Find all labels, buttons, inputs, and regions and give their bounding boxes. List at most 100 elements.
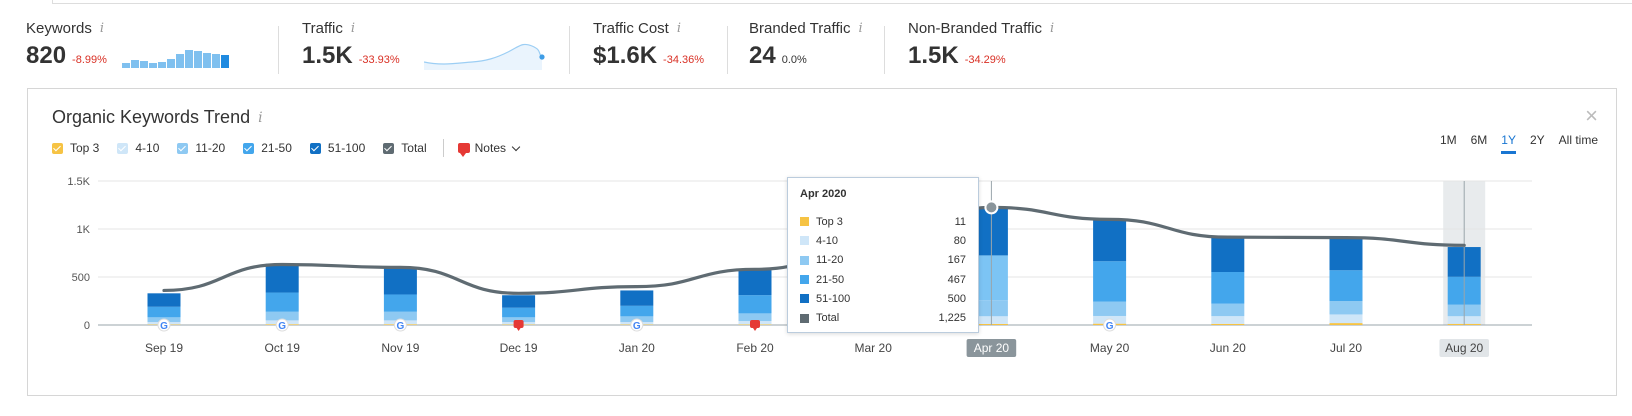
x-tick-label: Mar 20 (855, 341, 893, 355)
checkbox-icon[interactable] (117, 142, 129, 154)
organic-keywords-trend-panel: Organic Keywords Trend i × Top 3 4-10 11… (27, 88, 1617, 396)
kpi-branded-traffic[interactable]: Branded Traffic i 24 0.0% (749, 20, 863, 80)
kpi-label: Branded Traffic (749, 20, 851, 37)
tooltip-title: Apr 2020 (800, 188, 847, 200)
legend-label: Top 3 (70, 141, 100, 155)
x-tick-label: Feb 20 (736, 341, 774, 355)
note-marker-icon-tail (516, 328, 521, 331)
range-all-time[interactable]: All time (1558, 133, 1598, 147)
tooltip-row-name: 21-50 (816, 273, 845, 286)
tooltip-row-name: 4-10 (816, 234, 839, 247)
kpi-delta: -34.29% (964, 54, 1006, 66)
swatch (800, 217, 809, 227)
tooltip-row: 4-10 80 (800, 231, 966, 250)
checkbox-icon[interactable] (309, 142, 321, 154)
bar-segment (383, 311, 417, 321)
note-marker-icon (750, 320, 760, 328)
checkbox-icon[interactable] (383, 142, 395, 154)
tooltip-row-value: 1,225 (938, 312, 966, 325)
active-tab-edge (0, 0, 53, 4)
bar-segment (265, 311, 299, 321)
checkbox-icon[interactable] (52, 142, 63, 154)
legend-item-top3[interactable]: Top 3 (52, 141, 99, 155)
kpi-traffic-cost[interactable]: Traffic Cost i $1.6K -34.36% (593, 20, 704, 80)
info-icon[interactable]: i (858, 21, 863, 36)
kpi-value: 820 (26, 42, 67, 69)
checkbox-icon[interactable] (243, 142, 255, 154)
tooltip-row: Total 1,225 (800, 308, 966, 327)
range-6m[interactable]: 6M (1470, 133, 1488, 147)
x-tick-label: Jun 20 (1210, 341, 1246, 355)
swatch (800, 236, 809, 246)
legend-item-4-10[interactable]: 4-10 (117, 141, 159, 155)
bar-segment (1329, 270, 1363, 301)
notes-dropdown[interactable]: Notes (457, 141, 521, 157)
total-point-highlight (984, 200, 999, 215)
panel-title-text: Organic Keywords Trend (52, 107, 251, 127)
bar-segment (1329, 323, 1363, 325)
info-icon[interactable]: i (258, 109, 263, 126)
tooltip-row-name: 11-20 (816, 254, 844, 267)
tooltip-row-value: 500 (947, 292, 966, 305)
keywords-sparkline (122, 48, 229, 68)
bar-segment (502, 317, 536, 323)
bar-segment (620, 305, 654, 317)
kpi-label: Traffic Cost (593, 20, 669, 37)
kpi-divider (884, 26, 885, 74)
bar-segment (265, 263, 299, 293)
range-1m[interactable]: 1M (1439, 133, 1457, 147)
google-update-icon (157, 318, 171, 332)
kpi-value: 1.5K (302, 42, 353, 69)
note-icon (457, 143, 470, 157)
info-icon[interactable]: i (99, 21, 105, 36)
google-update-icon (275, 318, 289, 332)
checkbox-icon[interactable] (177, 142, 189, 154)
swatch (800, 294, 809, 304)
x-tick-label: Nov 19 (381, 341, 419, 355)
legend-divider (442, 139, 444, 157)
spark-bar (203, 53, 211, 68)
x-tick-label: May 20 (1090, 341, 1130, 355)
bar-segment (1211, 303, 1245, 317)
range-1y[interactable]: 1Y (1501, 133, 1516, 154)
info-icon[interactable]: i (676, 21, 682, 36)
swatch (800, 255, 809, 265)
kpi-non-branded-traffic[interactable]: Non-Branded Traffic i 1.5K -34.29% (908, 20, 1054, 80)
kpi-label: Keywords (26, 20, 92, 37)
x-tick-label: Jan 20 (619, 341, 655, 355)
spark-bar (212, 54, 220, 68)
legend-item-total[interactable]: Total (383, 141, 427, 155)
x-tick-label: Dec 19 (500, 341, 538, 355)
legend-item-21-50[interactable]: 21-50 (243, 141, 292, 155)
kpi-delta: -33.93% (358, 54, 400, 66)
spark-bar (158, 62, 166, 68)
legend-label: Total (401, 141, 427, 155)
top-tab-edge (0, 0, 1632, 4)
spark-bar (122, 63, 130, 68)
info-icon[interactable]: i (350, 21, 356, 36)
close-icon[interactable]: × (1585, 103, 1598, 128)
google-update-icon-glyph: G (397, 321, 405, 332)
bar-segment (502, 307, 536, 318)
kpi-keywords[interactable]: Keywords i 820 -8.99% (26, 20, 107, 80)
swatch (800, 275, 809, 285)
bar-segment (738, 295, 772, 314)
legend-item-51-100[interactable]: 51-100 (309, 141, 365, 155)
range-2y[interactable]: 2Y (1529, 133, 1545, 147)
traffic-sparkline (424, 43, 545, 70)
legend-label: 21-50 (261, 141, 292, 155)
swatch (800, 313, 809, 323)
google-update-icon (1103, 318, 1117, 332)
bar-segment (1093, 219, 1127, 262)
spark-bar (176, 54, 184, 68)
kpi-value: $1.6K (593, 42, 658, 69)
chart-tooltip: Apr 2020 Top 3 11 4-10 80 11-20 167 21-50 46… (787, 177, 979, 333)
legend-item-11-20[interactable]: 11-20 (177, 141, 225, 155)
tooltip-row-name: 51-100 (816, 292, 851, 305)
bar-segment (502, 295, 536, 308)
info-icon[interactable]: i (1049, 21, 1055, 36)
kpi-divider (569, 26, 570, 74)
kpi-traffic[interactable]: Traffic i 1.5K -33.93% (302, 20, 400, 80)
x-tick-label: Jul 20 (1330, 341, 1362, 355)
tooltip-row-name: Total (816, 312, 840, 325)
